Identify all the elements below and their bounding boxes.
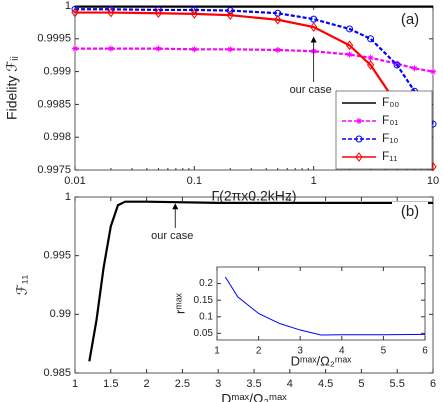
- marker: [411, 65, 418, 72]
- annotation-arrowhead: [172, 203, 179, 210]
- y-tick-label: 1: [65, 191, 71, 203]
- legend-label: F₀₀: [382, 95, 399, 109]
- x-tick-label: 0.01: [64, 175, 85, 187]
- x-tick-label: 0.1: [187, 175, 202, 187]
- x-tick-label: 4: [287, 378, 293, 390]
- inset-background: [217, 267, 425, 340]
- y-tick-label: 0.999: [43, 66, 71, 78]
- x-tick-label: 3: [297, 346, 303, 357]
- x-axis-label: Dᵐᵃˣ/Ω₂ᵐᵃˣ: [291, 353, 353, 368]
- x-tick-label: 1: [72, 378, 78, 390]
- y-axis-label: ℱ₁₁: [14, 274, 30, 295]
- marker: [355, 152, 363, 162]
- x-tick-label: 6: [422, 346, 428, 357]
- x-tick-label: 6: [430, 378, 436, 390]
- x-tick-label: 3: [215, 378, 221, 390]
- marker: [107, 7, 115, 18]
- x-axis-label: Dᵐᵃˣ/Ω₂ᵐᵃˣ: [221, 391, 287, 402]
- marker: [345, 40, 354, 51]
- annotation-arrowhead: [310, 36, 317, 43]
- marker: [154, 8, 163, 19]
- marker: [346, 51, 353, 58]
- x-tick-label: 5: [381, 346, 387, 357]
- marker: [155, 45, 162, 52]
- marker: [226, 10, 234, 21]
- data-line: [224, 276, 426, 336]
- marker: [107, 45, 114, 52]
- y-tick-label: 0.995: [43, 250, 71, 262]
- y-tick-label: 0.1: [199, 311, 213, 322]
- y-tick-label: 0.9995: [37, 33, 71, 45]
- annotation: our case: [290, 84, 332, 96]
- y-tick-label: 0.05: [194, 328, 214, 339]
- x-tick-label: 2: [144, 378, 150, 390]
- marker: [346, 25, 354, 33]
- axes-frame: [216, 266, 426, 341]
- x-tick-label: 1: [311, 175, 317, 187]
- y-tick-label: 0.2: [199, 278, 213, 289]
- x-tick-label: 4: [339, 346, 345, 357]
- marker: [367, 35, 375, 43]
- marker: [226, 7, 234, 15]
- legend-label: F₁₀: [382, 131, 398, 145]
- x-tick-label: 1.5: [103, 378, 118, 390]
- annotation: our case: [151, 230, 193, 242]
- data-line: [75, 8, 434, 125]
- marker: [274, 46, 281, 53]
- y-tick-label: 0.15: [194, 295, 214, 306]
- x-tick-label: 3.5: [246, 378, 261, 390]
- panel-label: (a): [401, 11, 419, 28]
- data-line: [88, 200, 433, 362]
- marker: [355, 135, 363, 143]
- marker: [274, 14, 282, 25]
- y-axis-label: Fidelity ℱᵢⱼ: [4, 56, 20, 120]
- marker: [71, 7, 79, 18]
- y-tick-label: 0.99: [50, 308, 71, 320]
- marker: [430, 68, 436, 75]
- marker: [72, 45, 78, 52]
- x-tick-label: 4.5: [318, 378, 333, 390]
- legend-box: [335, 90, 433, 170]
- panel-label-box: [392, 10, 428, 30]
- y-tick-label: 0.9985: [37, 98, 71, 110]
- y-tick-label: 1: [65, 0, 71, 12]
- x-tick-label: 5.5: [390, 378, 405, 390]
- marker: [310, 22, 318, 32]
- marker: [310, 15, 318, 23]
- y-tick-label: 0.985: [43, 367, 71, 379]
- x-tick-label: 2.5: [175, 378, 190, 390]
- y-tick-label: 0.9975: [37, 164, 71, 176]
- y-tick-label: 0.998: [43, 131, 71, 143]
- panel-label: (b): [401, 203, 419, 220]
- x-tick-label: 1: [214, 346, 220, 357]
- x-tick-label: 10: [427, 175, 439, 187]
- legend-label: F₁₁: [382, 149, 397, 163]
- y-axis-label: rᵐᵃˣ: [172, 292, 187, 314]
- x-axis-label: Γ(2πx0.2kHz): [211, 188, 296, 204]
- marker: [366, 60, 375, 70]
- data-line: [75, 47, 434, 73]
- x-tick-label: 5: [358, 378, 364, 390]
- panel-label-box: [392, 202, 428, 222]
- marker: [227, 46, 234, 53]
- marker: [393, 61, 401, 69]
- marker: [191, 46, 198, 53]
- legend-label: F₀₁: [382, 113, 398, 127]
- marker: [356, 118, 362, 124]
- x-tick-label: 2: [256, 346, 262, 357]
- marker: [190, 9, 198, 19]
- marker: [367, 54, 374, 61]
